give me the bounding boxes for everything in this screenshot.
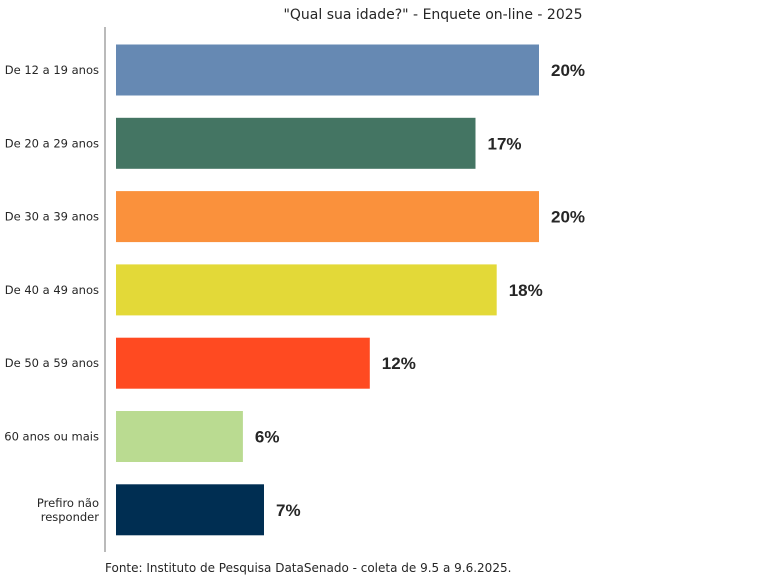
bar-value-label: 7% bbox=[276, 501, 301, 520]
category-labels: De 12 a 19 anos De 20 a 29 anos De 30 a 39… bbox=[4, 63, 99, 524]
value-labels: 20% 17% 20% 18% 12% 6% 7% bbox=[255, 61, 585, 520]
bar bbox=[116, 264, 497, 316]
bar bbox=[116, 411, 243, 462]
category-label: Prefiro não bbox=[37, 496, 99, 510]
bars-group bbox=[116, 44, 539, 536]
category-label: De 40 a 49 anos bbox=[5, 283, 99, 297]
category-label: De 20 a 29 anos bbox=[5, 136, 99, 150]
bar-value-label: 20% bbox=[551, 61, 585, 80]
bar bbox=[116, 117, 476, 169]
bar-value-label: 20% bbox=[551, 208, 585, 227]
source-note: Fonte: Instituto de Pesquisa DataSenado … bbox=[105, 561, 511, 575]
category-label: responder bbox=[41, 510, 100, 524]
category-label: De 30 a 39 anos bbox=[5, 210, 99, 224]
bar bbox=[116, 191, 539, 243]
bar-value-label: 17% bbox=[488, 134, 522, 153]
category-label: 60 anos ou mais bbox=[4, 430, 99, 444]
category-label: De 12 a 19 anos bbox=[5, 63, 99, 77]
bar bbox=[116, 337, 370, 389]
bar bbox=[116, 44, 539, 96]
bar-value-label: 18% bbox=[509, 281, 543, 300]
bar-value-label: 12% bbox=[382, 354, 416, 373]
category-label: De 50 a 59 anos bbox=[5, 356, 99, 370]
bar-value-label: 6% bbox=[255, 428, 280, 447]
chart-title: "Qual sua idade?" - Enquete on-line - 20… bbox=[283, 7, 582, 23]
bar bbox=[116, 484, 264, 536]
